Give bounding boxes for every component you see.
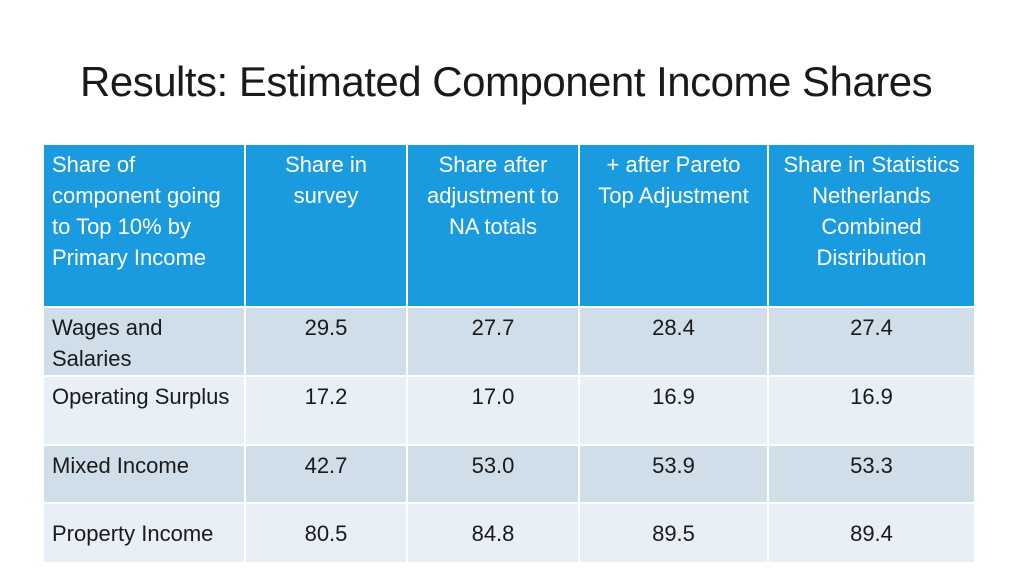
table-cell: 29.5 [246, 308, 408, 377]
table-cell: 16.9 [580, 377, 769, 446]
table-cell: 28.4 [580, 308, 769, 377]
table-cell: 27.4 [769, 308, 974, 377]
table-cell: 89.4 [769, 504, 974, 562]
table-cell: 42.7 [246, 446, 408, 504]
row-label: Operating Surplus [44, 377, 246, 446]
row-label: Mixed Income [44, 446, 246, 504]
header-statistics-netherlands: Share in Statistics Netherlands Combined… [769, 145, 974, 308]
table-row: Wages and Salaries 29.5 27.7 28.4 27.4 [44, 308, 974, 377]
table-cell: 53.0 [408, 446, 580, 504]
header-row: Share of component going to Top 10% by P… [44, 145, 974, 308]
table-row: Property Income 80.5 84.8 89.5 89.4 [44, 504, 974, 562]
table-cell: 27.7 [408, 308, 580, 377]
header-share-in-survey: Share in survey [246, 145, 408, 308]
table-cell: 16.9 [769, 377, 974, 446]
table-cell: 89.5 [580, 504, 769, 562]
table-cell: 53.9 [580, 446, 769, 504]
results-table: Share of component going to Top 10% by P… [44, 145, 974, 562]
table-cell: 53.3 [769, 446, 974, 504]
table-row: Mixed Income 42.7 53.0 53.9 53.3 [44, 446, 974, 504]
table-cell: 17.2 [246, 377, 408, 446]
table-cell: 17.0 [408, 377, 580, 446]
table-row: Operating Surplus 17.2 17.0 16.9 16.9 [44, 377, 974, 446]
row-label: Property Income [44, 504, 246, 562]
slide-title: Results: Estimated Component Income Shar… [80, 58, 933, 105]
table-cell: 84.8 [408, 504, 580, 562]
table-cell: 80.5 [246, 504, 408, 562]
header-after-pareto: + after Pareto Top Adjustment [580, 145, 769, 308]
header-share-after-adjustment: Share after adjustment to NA totals [408, 145, 580, 308]
header-component: Share of component going to Top 10% by P… [44, 145, 246, 308]
row-label: Wages and Salaries [44, 308, 246, 377]
